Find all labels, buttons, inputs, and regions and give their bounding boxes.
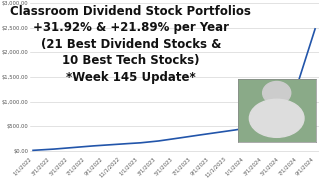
Text: Classroom Dividend Stock Portfolios
+31.92% & +21.89% per Year
(21 Best Dividend: Classroom Dividend Stock Portfolios +31.… (10, 5, 251, 84)
